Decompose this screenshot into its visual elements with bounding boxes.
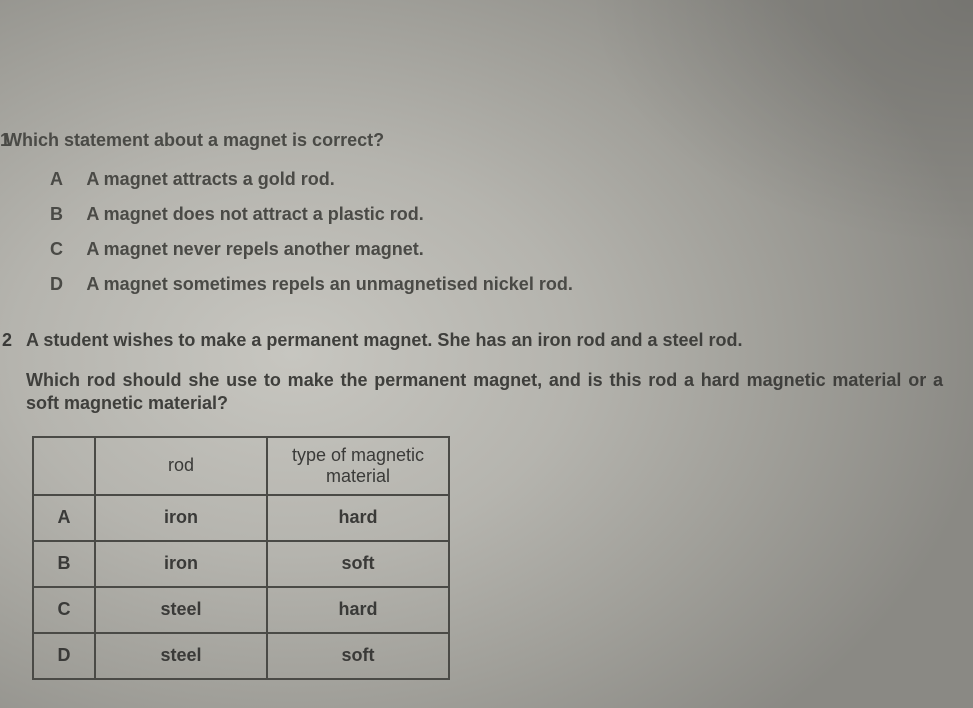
q1-option-d-text: A magnet sometimes repels an unmagnetise… [86, 274, 572, 294]
question-2: 2 A student wishes to make a permanent m… [0, 330, 973, 680]
table-header-type-line2: material [326, 466, 390, 486]
question-1: 1 Which statement about a magnet is corr… [0, 130, 973, 309]
q1-option-b-letter: B [50, 204, 82, 225]
q1-option-d-letter: D [50, 274, 82, 295]
table-row-c-type: hard [267, 587, 449, 633]
table-row-d-letter: D [33, 633, 95, 679]
q1-option-c: C A magnet never repels another magnet. [50, 239, 973, 260]
q1-stem: 1 Which statement about a magnet is corr… [22, 130, 973, 151]
q1-stem-text: Which statement about a magnet is correc… [5, 130, 384, 150]
table-row: D steel soft [33, 633, 449, 679]
table-header-row: rod type of magnetic material [33, 437, 449, 495]
q1-option-a-letter: A [50, 169, 82, 190]
table-header-type-line1: type of magnetic [292, 445, 424, 465]
table-row-b-type: soft [267, 541, 449, 587]
table-row-a-letter: A [33, 495, 95, 541]
q2-stem-line1: A student wishes to make a permanent mag… [26, 330, 943, 351]
q1-option-c-text: A magnet never repels another magnet. [86, 239, 423, 259]
q1-option-d: D A magnet sometimes repels an unmagneti… [50, 274, 973, 295]
table-row: B iron soft [33, 541, 449, 587]
table-row-d-rod: steel [95, 633, 267, 679]
table-row-d-type: soft [267, 633, 449, 679]
exam-page: 1 Which statement about a magnet is corr… [0, 0, 973, 708]
table-row-b-letter: B [33, 541, 95, 587]
q1-option-a: A A magnet attracts a gold rod. [50, 169, 973, 190]
q1-option-b: B A magnet does not attract a plastic ro… [50, 204, 973, 225]
q2-stem-line2: Which rod should she use to make the per… [26, 369, 943, 416]
q2-number: 2 [2, 330, 12, 351]
table-row-a-rod: iron [95, 495, 267, 541]
table-header-blank [33, 437, 95, 495]
q1-option-a-text: A magnet attracts a gold rod. [86, 169, 334, 189]
table-header-type: type of magnetic material [267, 437, 449, 495]
table-row-a-type: hard [267, 495, 449, 541]
q2-answer-table: rod type of magnetic material A iron har… [32, 436, 450, 680]
table-header-rod: rod [95, 437, 267, 495]
q1-option-b-text: A magnet does not attract a plastic rod. [86, 204, 423, 224]
table-row: C steel hard [33, 587, 449, 633]
table-row-b-rod: iron [95, 541, 267, 587]
table-row: A iron hard [33, 495, 449, 541]
table-row-c-letter: C [33, 587, 95, 633]
q1-option-c-letter: C [50, 239, 82, 260]
table-row-c-rod: steel [95, 587, 267, 633]
